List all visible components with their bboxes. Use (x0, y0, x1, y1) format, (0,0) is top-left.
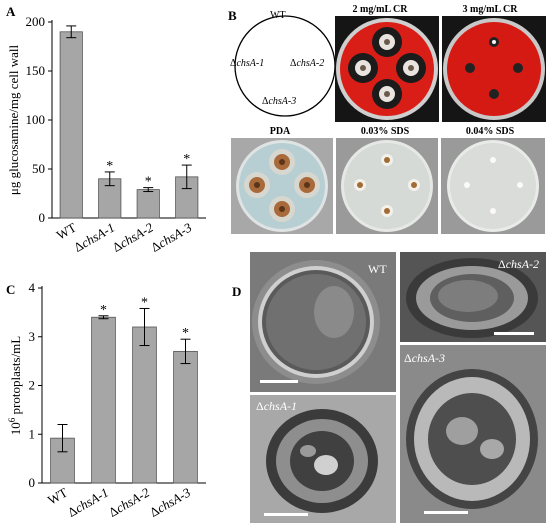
x-tick-label: ΔchsA-2 (106, 484, 152, 519)
panel-c-letter: C (6, 282, 16, 297)
bar (136, 189, 160, 219)
em-panel-chsa-3: ΔchsA-3 (400, 345, 546, 523)
key-label-wt: WT (270, 10, 286, 21)
significance-star: * (100, 303, 107, 318)
significance-star: * (106, 159, 113, 174)
em-label-chsa-1: ΔchsA-1 (256, 399, 298, 413)
plate-photo-0.04-sds (441, 138, 545, 234)
y-tick-label: 1 (29, 426, 36, 441)
chart-c: 0 1 2 3 4 WT * ΔchsA-1 * ΔchsA-2 * ΔchsA-3 106 proto… (7, 280, 206, 520)
y-axis-label: μg glucosamine/mg cell wall (6, 44, 21, 195)
y-tick-label: 150 (26, 63, 46, 78)
significance-star: * (141, 295, 148, 310)
panel-a-letter: A (6, 4, 16, 19)
key-label-mutant-1: ΔchsA-1 (230, 58, 265, 69)
plate-photo-pda (231, 138, 333, 234)
y-tick-label: 50 (32, 161, 45, 176)
plate-title-0.03-sds: 0.03% SDS (360, 126, 410, 137)
plate-title-0.04-sds: 0.04% SDS (465, 126, 515, 137)
chart-a: 050100150200WT*ΔchsA-1*ΔchsA-2*ΔchsA-3μg… (6, 14, 206, 255)
panel-b-letter: B (228, 8, 237, 23)
x-tick-label: ΔchsA-3 (148, 219, 194, 254)
em-label-chsa-3: ΔchsA-3 (404, 351, 446, 365)
y-tick-label: 2 (29, 378, 36, 393)
plate-title-2mg-cr: 2 mg/mL CR (352, 4, 408, 15)
scale-bar-chsa-1 (264, 513, 308, 516)
em-panel-chsa-1: ΔchsA-1 (250, 395, 396, 523)
x-tick-label: ΔchsA-1 (71, 220, 117, 255)
y-tick-label: 0 (39, 210, 46, 225)
y-tick-label: 0 (29, 475, 36, 490)
em-label-chsa-2: ΔchsA-2 (498, 257, 540, 271)
plate-title-3mg-cr: 3 mg/mL CR (462, 4, 518, 15)
bar (91, 316, 116, 484)
panel-d-letter: D (232, 284, 242, 299)
bar (132, 326, 157, 484)
y-tick-label: 200 (26, 14, 46, 29)
significance-star: * (183, 152, 190, 167)
key-label-mutant-3: ΔchsA-3 (262, 96, 297, 107)
em-panel-chsa-2: ΔchsA-2 (400, 252, 546, 342)
bar (173, 350, 198, 484)
significance-star: * (145, 175, 152, 190)
plate-photo-3mg-cr (442, 16, 546, 122)
em-label-wt: WT (368, 262, 387, 276)
key-label-mutant-2: ΔchsA-2 (290, 58, 325, 69)
em-panel-wt: WT (250, 252, 396, 392)
significance-star: * (182, 326, 189, 341)
scale-bar-wt (260, 380, 298, 383)
plate-photo-2mg-cr (335, 16, 439, 122)
x-tick-label: ΔchsA-1 (65, 485, 111, 520)
scale-bar-chsa-3 (424, 511, 468, 514)
y-tick-label: 100 (26, 112, 46, 127)
plate-photo-0.03-sds (336, 138, 438, 234)
y-tick-label: 3 (29, 329, 36, 344)
x-tick-label: ΔchsA-3 (147, 484, 193, 519)
scale-bar-chsa-2 (494, 332, 534, 335)
bar (59, 31, 83, 219)
x-tick-label: ΔchsA-2 (110, 219, 156, 254)
x-tick-label: WT (45, 485, 70, 508)
plate-title-pda: PDA (269, 126, 291, 137)
y-tick-label: 4 (29, 280, 36, 295)
y-axis-label: 106 protoplasts/mL (7, 336, 23, 436)
